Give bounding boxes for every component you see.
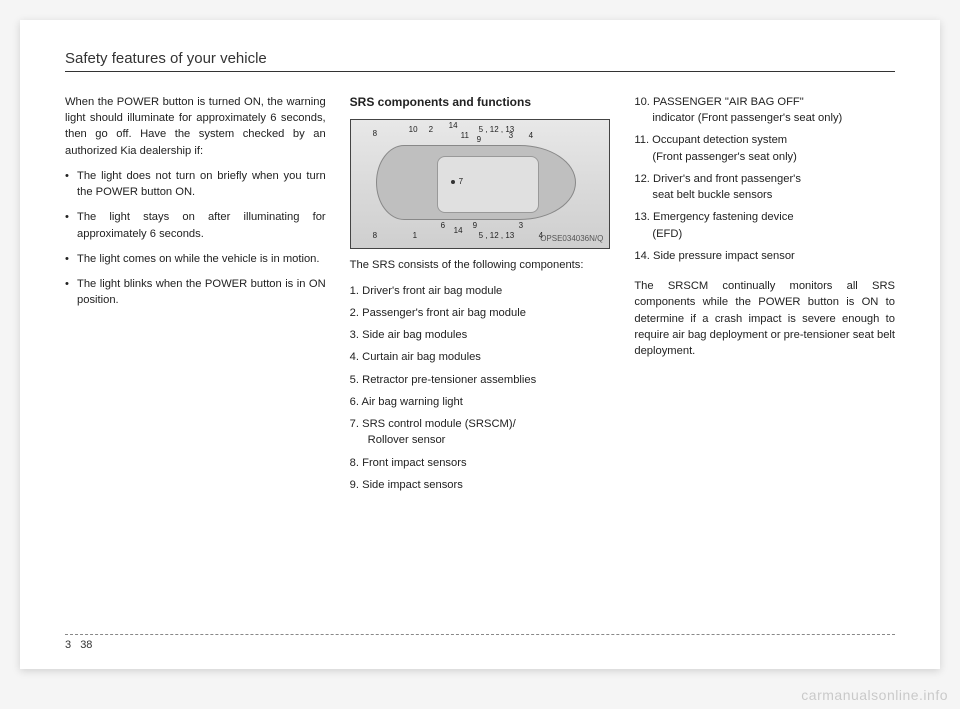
- diagram-label: 8: [373, 128, 377, 140]
- item-text: 10. PASSENGER "AIR BAG OFF": [634, 96, 803, 108]
- item-text: 7. SRS control module (SRSCM)/: [350, 418, 516, 430]
- diagram-label: 3: [509, 130, 513, 142]
- list-item: 12. Driver's and front passenger's seat …: [634, 171, 895, 203]
- diagram-label: 9: [473, 220, 477, 232]
- list-item: 10. PASSENGER "AIR BAG OFF" indicator (F…: [634, 94, 895, 126]
- header-title: Safety features of your vehicle: [65, 50, 267, 67]
- diagram-label: 11: [461, 130, 469, 142]
- page-number: 38: [80, 639, 92, 651]
- list-item: 2. Passenger's front air bag module: [350, 305, 611, 321]
- column-left: When the POWER button is turned ON, the …: [65, 94, 326, 502]
- item-sub: (EFD): [634, 226, 895, 242]
- diagram-label: 1: [413, 230, 417, 242]
- list-item: The light comes on while the vehicle is …: [65, 251, 326, 267]
- item-sub: seat belt buckle sensors: [634, 187, 895, 203]
- watermark: carmanualsonline.info: [801, 687, 948, 703]
- content-columns: When the POWER button is turned ON, the …: [65, 94, 895, 502]
- srscm-paragraph: The SRSCM continually monitors all SRS c…: [634, 278, 895, 359]
- manual-page: Safety features of your vehicle When the…: [20, 20, 940, 669]
- diagram-label: 10: [409, 124, 418, 136]
- list-item: 8. Front impact sensors: [350, 455, 611, 471]
- item-sub: indicator (Front passenger's seat only): [634, 110, 895, 126]
- list-item: The light does not turn on briefly when …: [65, 168, 326, 200]
- diagram-label: 6: [441, 220, 445, 232]
- item-text: 13. Emergency fastening device: [634, 211, 793, 223]
- car-outline: [376, 145, 576, 220]
- diagram-label: 8: [373, 230, 377, 242]
- page-footer: 3 38: [65, 634, 895, 651]
- components-list-continued: 10. PASSENGER "AIR BAG OFF" indicator (F…: [634, 94, 895, 264]
- column-right: 10. PASSENGER "AIR BAG OFF" indicator (F…: [634, 94, 895, 502]
- list-item: 1. Driver's front air bag module: [350, 283, 611, 299]
- components-list: 1. Driver's front air bag module 2. Pass…: [350, 283, 611, 493]
- list-item: The light stays on after illuminating fo…: [65, 209, 326, 241]
- list-item: The light blinks when the POWER button i…: [65, 276, 326, 308]
- item-text: 11. Occupant detection system: [634, 134, 787, 146]
- list-item: 14. Side pressure impact sensor: [634, 248, 895, 264]
- diagram-label: 9: [477, 134, 481, 146]
- diagram-label: 7: [459, 176, 463, 188]
- warning-conditions-list: The light does not turn on briefly when …: [65, 168, 326, 309]
- srs-heading: SRS components and functions: [350, 94, 611, 111]
- components-lead: The SRS consists of the following compon…: [350, 257, 611, 273]
- diagram-label: 5 , 12 , 13: [479, 230, 515, 242]
- diagram-label: 4: [529, 130, 533, 142]
- item-sub: Rollover sensor: [350, 432, 611, 448]
- page-header: Safety features of your vehicle: [65, 50, 895, 72]
- list-item: 9. Side impact sensors: [350, 477, 611, 493]
- intro-paragraph: When the POWER button is turned ON, the …: [65, 94, 326, 159]
- diagram-caption: OPSE034036N/Q: [540, 233, 603, 245]
- list-item: 7. SRS control module (SRSCM)/ Rollover …: [350, 416, 611, 448]
- list-item: 6. Air bag warning light: [350, 394, 611, 410]
- srs-diagram: 8 10 2 14 11 5 , 12 , 13 9 3 4 7 8 1 6 1…: [350, 119, 611, 249]
- item-text: 12. Driver's and front passenger's: [634, 173, 801, 185]
- section-number: 3: [65, 639, 71, 651]
- diagram-label: 2: [429, 124, 433, 136]
- diagram-label: 14: [454, 225, 463, 237]
- column-middle: SRS components and functions 8 10 2 14 1…: [350, 94, 611, 502]
- list-item: 11. Occupant detection system (Front pas…: [634, 132, 895, 164]
- list-item: 3. Side air bag modules: [350, 327, 611, 343]
- list-item: 5. Retractor pre-tensioner assemblies: [350, 372, 611, 388]
- list-item: 13. Emergency fastening device (EFD): [634, 209, 895, 241]
- diagram-label: 3: [519, 220, 523, 232]
- item-sub: (Front passenger's seat only): [634, 149, 895, 165]
- diagram-label: 14: [449, 120, 458, 132]
- list-item: 4. Curtain air bag modules: [350, 349, 611, 365]
